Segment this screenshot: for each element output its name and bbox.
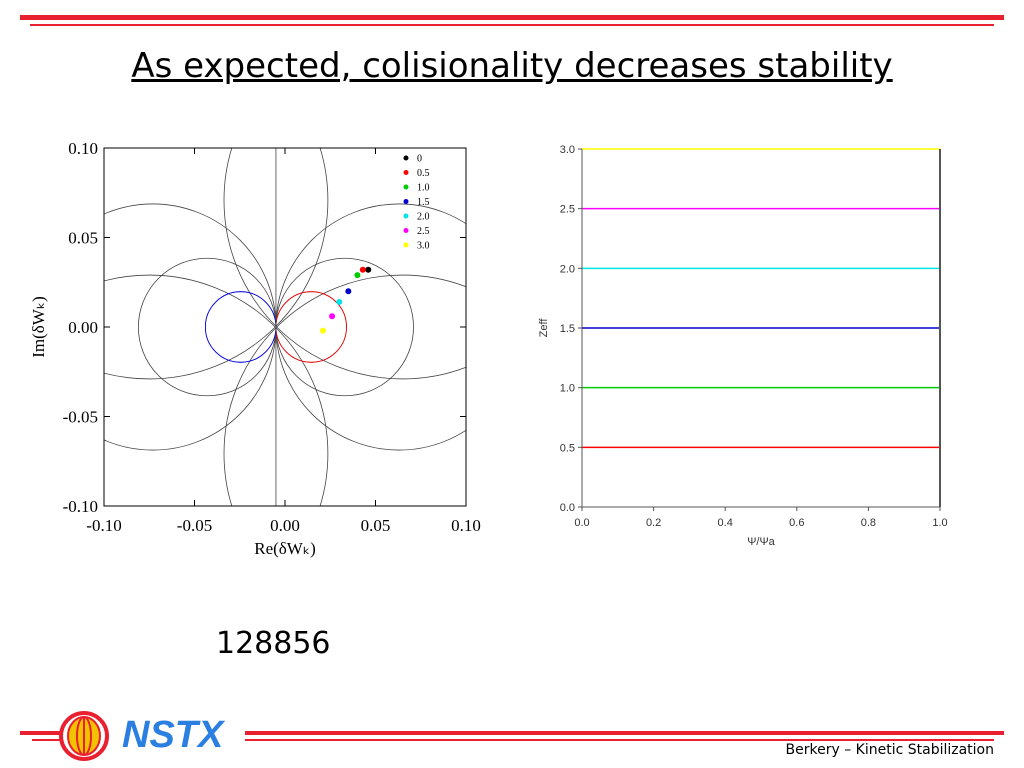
x-tick-label: 0.6 bbox=[789, 517, 804, 529]
data-point-1-0 bbox=[354, 272, 361, 279]
y-tick-label: 1.5 bbox=[560, 323, 575, 335]
complex-plane-chart: -0.10 -0.05 0.00 0.05 0.10 0.10 0.05 0.00 -0.05 -… bbox=[29, 139, 481, 558]
contour-group bbox=[104, 148, 466, 506]
footer-rule-left-top bbox=[20, 731, 68, 735]
legend-marker bbox=[403, 213, 409, 219]
slide-title: As expected, colisionality decreases sta… bbox=[131, 46, 893, 86]
data-point-1-5 bbox=[345, 288, 352, 295]
y-tick-label: 0.5 bbox=[560, 442, 575, 454]
legend-label: 0 bbox=[417, 154, 422, 165]
y-axis-label: Zeff bbox=[538, 318, 550, 338]
x-tick-label: 0.00 bbox=[270, 516, 300, 535]
legend-marker bbox=[403, 242, 409, 248]
legend-marker bbox=[403, 155, 409, 161]
legend-label: 2.5 bbox=[417, 226, 430, 237]
x-tick-label: 0.0 bbox=[574, 517, 589, 529]
legend-label: 3.0 bbox=[417, 241, 430, 252]
contour-circle-outer bbox=[223, 148, 466, 380]
y-tick-label: -0.05 bbox=[63, 408, 98, 427]
contour-circle-outer bbox=[223, 274, 466, 506]
legend-label: 0.5 bbox=[417, 168, 430, 179]
contour-circle-outer bbox=[104, 148, 329, 380]
x-tick-label: 0.4 bbox=[718, 517, 733, 529]
legend-marker bbox=[403, 184, 409, 190]
data-point-2-5 bbox=[329, 313, 336, 320]
contour-circle-blue bbox=[204, 291, 277, 363]
header-rule-bottom bbox=[30, 24, 994, 26]
x-tick-label: -0.10 bbox=[86, 516, 121, 535]
nstx-logo-text: NSTX bbox=[122, 714, 224, 756]
y-tick-label: 0.00 bbox=[68, 318, 98, 337]
footer-rule-right-top bbox=[245, 731, 1004, 735]
x-axis-label: Ψ/Ψa bbox=[747, 536, 775, 548]
y-tick-label: -0.10 bbox=[63, 497, 98, 516]
y-tick-label: 1.0 bbox=[560, 383, 575, 395]
contour-circle-red bbox=[275, 291, 347, 363]
contour-circle-left bbox=[137, 257, 277, 397]
x-axis-label: Re(δWₖ) bbox=[254, 539, 316, 558]
data-point-0-5 bbox=[359, 266, 366, 273]
legend-label: 1.5 bbox=[417, 197, 430, 208]
legend-label: 1.0 bbox=[417, 183, 430, 194]
y-tick-label: 0.10 bbox=[68, 139, 98, 158]
x-tick-label: 0.05 bbox=[361, 516, 391, 535]
contour-circle-outer bbox=[104, 274, 329, 506]
y-tick-label: 2.5 bbox=[560, 204, 575, 216]
x-tick-label: 0.8 bbox=[861, 517, 876, 529]
nstx-logo-emblem bbox=[59, 711, 109, 761]
footer-rule-left-bottom bbox=[32, 739, 68, 741]
footer-text: Berkery – Kinetic Stabilization bbox=[785, 742, 994, 758]
data-point-2-0 bbox=[336, 298, 343, 305]
data-point-0 bbox=[365, 266, 372, 273]
y-tick-label: 2.0 bbox=[560, 263, 575, 275]
data-point-3-0 bbox=[320, 327, 327, 334]
y-axis-label: Im(δWₖ) bbox=[29, 296, 48, 358]
x-tick-label: 0.2 bbox=[646, 517, 661, 529]
contour-circle-right bbox=[275, 257, 414, 397]
y-tick-label: 0.0 bbox=[560, 502, 575, 514]
plot-frame bbox=[103, 147, 467, 507]
x-tick-label: 1.0 bbox=[932, 517, 947, 529]
shot-number: 128856 bbox=[216, 626, 331, 661]
y-tick-label: 0.05 bbox=[68, 229, 98, 248]
y-tick-label: 3.0 bbox=[560, 144, 575, 156]
footer-rule-right-bottom bbox=[245, 739, 994, 741]
zeff-profile-chart: 0.0 0.2 0.4 0.6 0.8 1.0 3.0 2.5 2.0 1.5 1.0 0.5 0.0 Ψ… bbox=[538, 144, 948, 548]
x-tick-label: 0.10 bbox=[451, 516, 481, 535]
contour-circle-right bbox=[275, 203, 466, 451]
legend-label: 2.0 bbox=[417, 212, 430, 223]
legend-marker bbox=[403, 228, 409, 233]
legend-marker bbox=[403, 170, 409, 175]
legend-marker bbox=[403, 199, 409, 204]
x-tick-label: -0.05 bbox=[177, 516, 212, 535]
header-rule-top bbox=[20, 15, 1004, 20]
